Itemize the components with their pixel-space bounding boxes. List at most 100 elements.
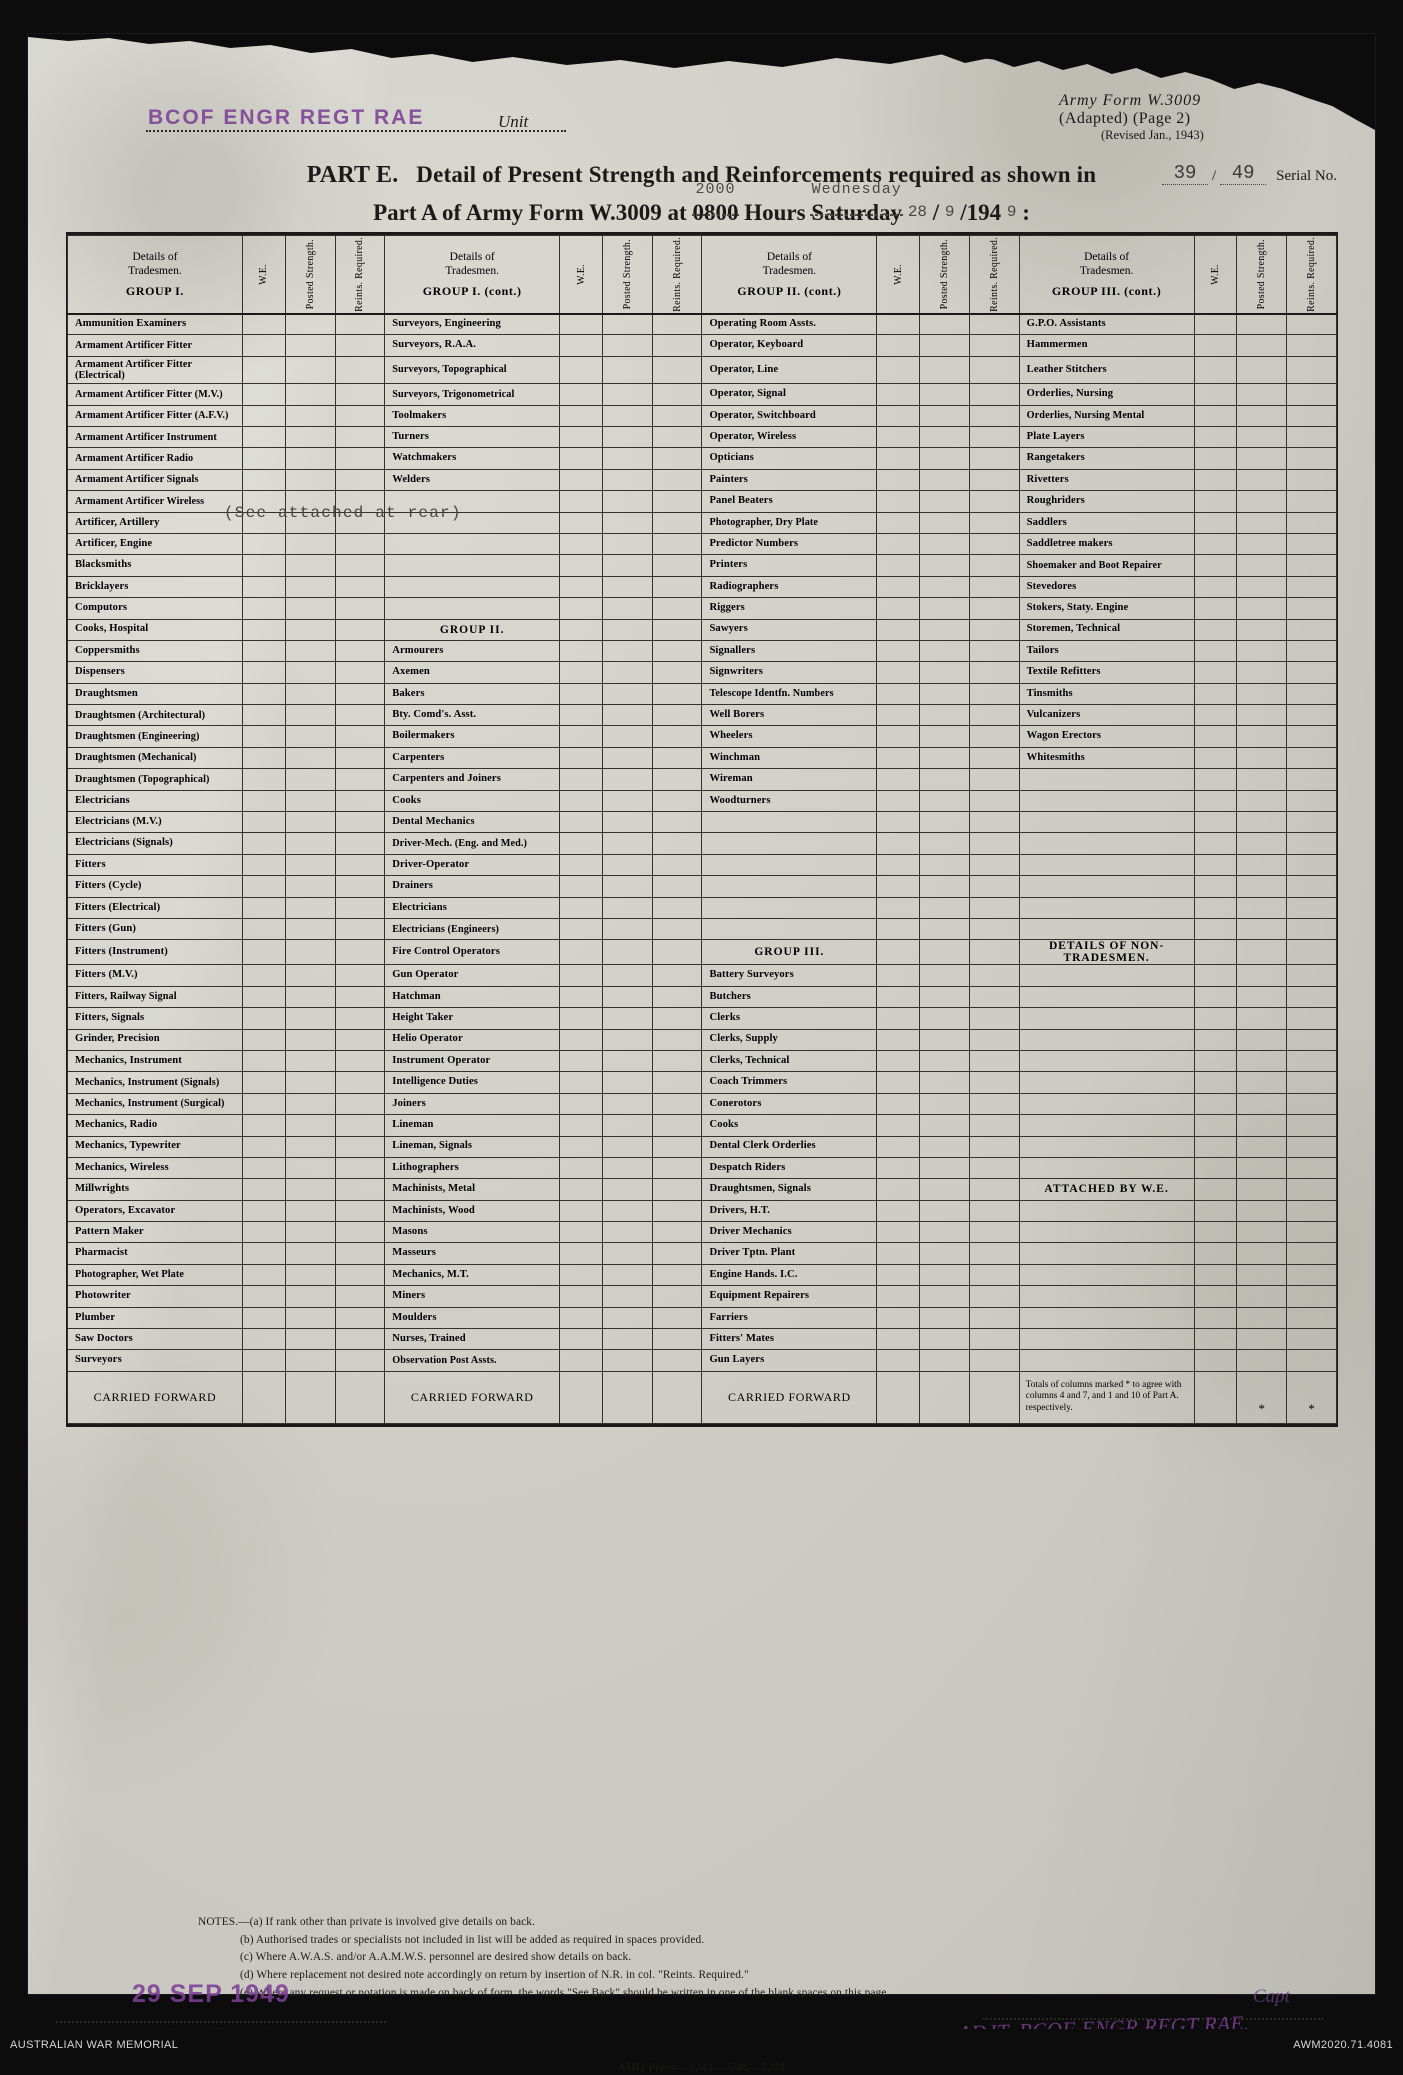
entry-cell-reints[interactable] [334, 964, 386, 987]
entry-cell-reints[interactable] [651, 1221, 703, 1244]
entry-cell-reints[interactable] [1286, 575, 1337, 599]
entry-cell-reints[interactable] [334, 1263, 386, 1287]
entry-cell-we[interactable] [1193, 1242, 1238, 1265]
entry-cell-reints[interactable] [1286, 383, 1337, 406]
entry-cell-we[interactable] [1193, 1285, 1238, 1308]
entry-cell-reints[interactable] [968, 1028, 1020, 1051]
entry-cell-reints[interactable] [1286, 425, 1337, 449]
entry-cell-posted[interactable] [284, 618, 336, 641]
entry-cell-we[interactable] [241, 597, 286, 620]
entry-cell-we[interactable] [241, 511, 286, 534]
entry-cell-reints[interactable] [334, 896, 386, 919]
entry-cell-posted[interactable] [602, 939, 653, 966]
entry-cell-reints[interactable] [334, 554, 386, 577]
entry-cell-posted[interactable] [919, 1007, 970, 1030]
entry-cell-posted[interactable] [284, 490, 336, 513]
entry-cell-we[interactable] [1193, 1306, 1238, 1330]
entry-cell-reints[interactable] [651, 1349, 703, 1372]
entry-cell-posted[interactable] [284, 1178, 336, 1201]
entry-cell-we[interactable] [241, 1092, 286, 1116]
entry-cell-posted[interactable] [1236, 312, 1288, 336]
entry-cell-reints[interactable] [1286, 875, 1337, 898]
entry-cell-posted[interactable] [284, 939, 336, 966]
entry-cell-posted[interactable] [919, 597, 970, 620]
entry-cell-reints[interactable] [1286, 1092, 1337, 1116]
entry-cell-posted[interactable] [284, 1199, 336, 1223]
entry-cell-we[interactable] [876, 1242, 921, 1265]
entry-cell-posted[interactable] [1236, 1263, 1288, 1287]
entry-cell-reints[interactable] [968, 875, 1020, 898]
entry-cell-reints[interactable] [968, 1178, 1020, 1201]
entry-cell-reints[interactable] [334, 1178, 386, 1201]
entry-cell-we[interactable] [1193, 964, 1238, 987]
entry-cell-we[interactable] [1193, 1135, 1238, 1158]
entry-cell-we[interactable] [241, 575, 286, 599]
entry-cell-we[interactable] [1193, 490, 1238, 513]
entry-cell-reints[interactable] [651, 618, 703, 641]
entry-cell-posted[interactable] [284, 404, 336, 428]
entry-cell-reints[interactable] [651, 1328, 703, 1351]
entry-cell-we[interactable] [876, 1285, 921, 1308]
entry-cell-we[interactable] [241, 1114, 286, 1137]
entry-cell-we[interactable] [559, 554, 603, 577]
entry-cell-reints[interactable] [334, 1285, 386, 1308]
entry-cell-posted[interactable] [1236, 704, 1288, 727]
entry-cell-we[interactable] [1193, 532, 1238, 556]
entry-cell-reints[interactable] [334, 917, 386, 941]
entry-cell-reints[interactable] [334, 746, 386, 770]
entry-cell-reints[interactable] [334, 404, 386, 428]
entry-cell-posted[interactable] [919, 1328, 970, 1351]
entry-cell-posted[interactable] [1236, 1092, 1288, 1116]
entry-cell-reints[interactable] [651, 985, 703, 1009]
entry-cell-reints[interactable] [1286, 597, 1337, 620]
entry-cell-posted[interactable] [919, 618, 970, 641]
entry-cell-posted[interactable] [284, 964, 336, 987]
entry-cell-we[interactable] [1193, 383, 1238, 406]
entry-cell-reints[interactable] [334, 1306, 386, 1330]
entry-cell-reints[interactable] [334, 661, 386, 684]
entry-cell-we[interactable] [559, 355, 603, 385]
entry-cell-posted[interactable] [284, 985, 336, 1009]
entry-cell-posted[interactable] [919, 447, 970, 470]
entry-cell-reints[interactable] [1286, 312, 1337, 336]
entry-cell-we[interactable] [1193, 1028, 1238, 1051]
entry-cell-we[interactable] [559, 985, 603, 1009]
entry-cell-reints[interactable] [334, 1071, 386, 1094]
entry-cell-reints[interactable] [334, 618, 386, 641]
entry-cell-we[interactable] [241, 896, 286, 919]
entry-cell-posted[interactable] [602, 1114, 653, 1137]
entry-cell-posted[interactable] [602, 447, 653, 470]
entry-cell-reints[interactable] [334, 1028, 386, 1051]
entry-cell-posted[interactable] [602, 875, 653, 898]
entry-cell-posted[interactable] [1236, 1306, 1288, 1330]
entry-cell-posted[interactable] [602, 425, 653, 449]
entry-cell-posted[interactable] [919, 639, 970, 663]
entry-cell-reints[interactable] [334, 1156, 386, 1180]
entry-cell-reints[interactable] [968, 746, 1020, 770]
entry-cell-reints[interactable] [1286, 639, 1337, 663]
entry-cell-posted[interactable] [602, 661, 653, 684]
entry-cell-we[interactable] [1193, 768, 1238, 791]
entry-cell-posted[interactable] [1236, 896, 1288, 919]
entry-cell-we[interactable] [1193, 985, 1238, 1009]
entry-cell-posted[interactable] [1236, 725, 1288, 748]
entry-cell-we[interactable] [1193, 811, 1238, 834]
entry-cell-posted[interactable] [1236, 1285, 1288, 1308]
entry-cell-reints[interactable] [968, 554, 1020, 577]
entry-cell-reints[interactable] [334, 832, 386, 855]
entry-cell-reints[interactable] [651, 1306, 703, 1330]
entry-cell-reints[interactable] [334, 725, 386, 748]
entry-cell-we[interactable] [241, 1071, 286, 1094]
entry-cell-we[interactable] [559, 811, 603, 834]
entry-cell-reints[interactable] [1286, 1349, 1337, 1372]
entry-cell-reints[interactable] [651, 682, 703, 706]
entry-cell-reints[interactable] [968, 575, 1020, 599]
entry-cell-reints[interactable] [968, 896, 1020, 919]
entry-cell-posted[interactable] [602, 1328, 653, 1351]
entry-cell-we[interactable] [559, 896, 603, 919]
entry-cell-we[interactable] [559, 661, 603, 684]
entry-cell-posted[interactable] [284, 1328, 336, 1351]
entry-cell-posted[interactable] [602, 789, 653, 813]
entry-cell-reints[interactable] [1286, 1221, 1337, 1244]
entry-cell-we[interactable] [559, 704, 603, 727]
